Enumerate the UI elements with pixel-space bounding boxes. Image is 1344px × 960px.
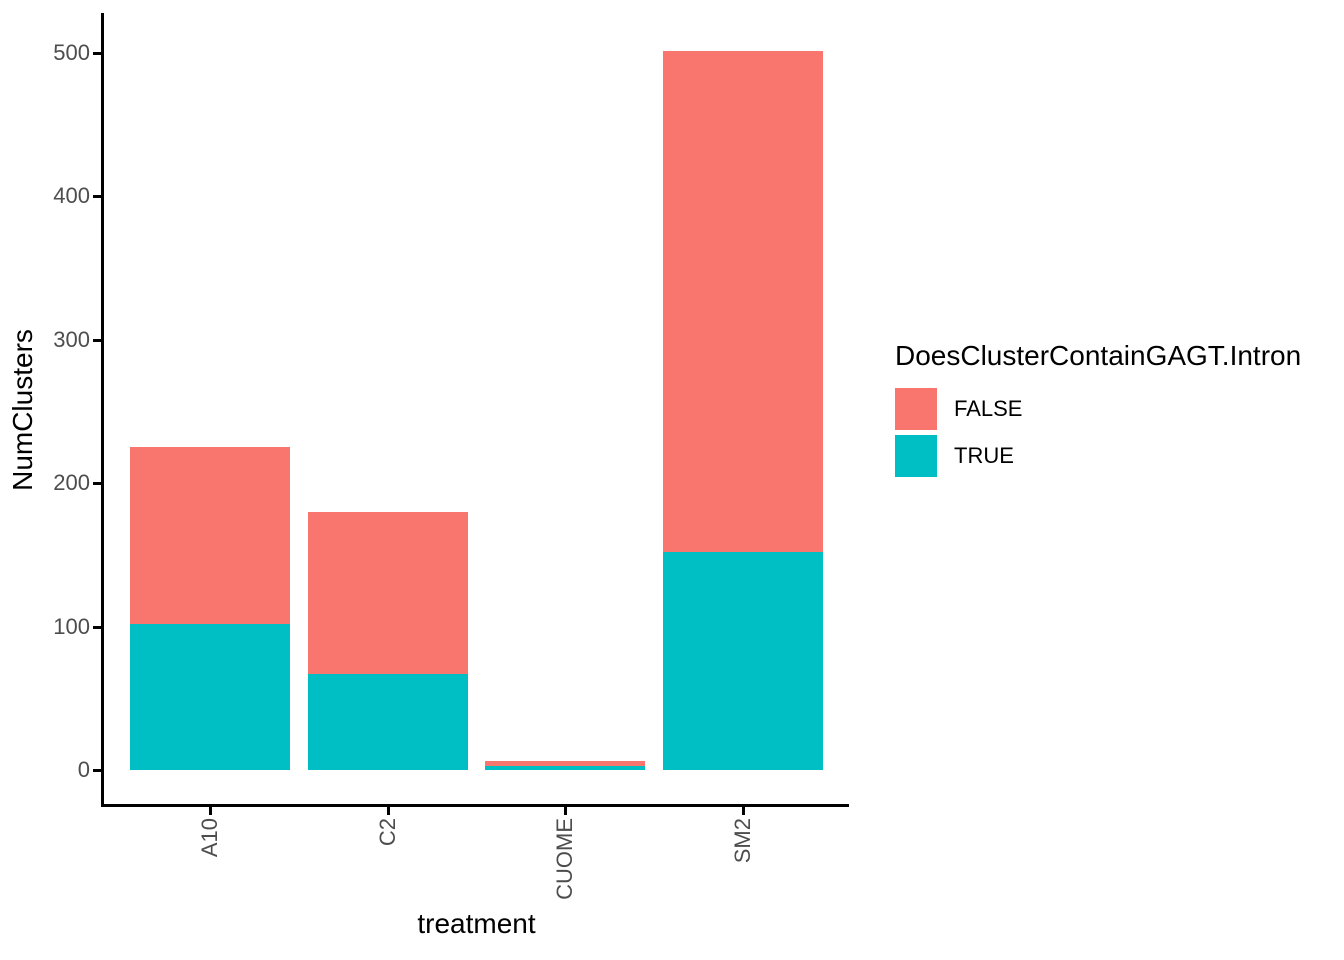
legend-label: TRUE	[954, 443, 1014, 468]
bar-segment-c2-false	[308, 512, 468, 674]
bar-segment-a10-true	[130, 624, 290, 770]
bar-segment-sm2-true	[663, 552, 823, 770]
x-tick	[387, 807, 390, 815]
y-tick-label: 500	[53, 40, 90, 65]
y-tick	[93, 769, 101, 772]
legend-items: FALSE TRUE	[895, 388, 1301, 477]
x-tick-label: A10	[197, 818, 222, 858]
x-axis-line	[101, 804, 849, 807]
y-tick	[93, 339, 101, 342]
y-tick-label: 100	[53, 614, 90, 639]
y-tick-label: 400	[53, 183, 90, 208]
legend-item-true: TRUE	[895, 435, 1301, 477]
legend-label: FALSE	[954, 396, 1023, 421]
y-tick-label: 200	[53, 470, 90, 495]
legend-item-false: FALSE	[895, 388, 1301, 430]
y-tick	[93, 626, 101, 629]
x-tick	[209, 807, 212, 815]
legend-title: DoesClusterContainGAGT.Intron	[895, 340, 1302, 371]
x-axis-title: treatment	[417, 908, 536, 939]
y-tick	[93, 52, 101, 55]
y-axis-title: NumClusters	[6, 13, 40, 807]
legend: DoesClusterContainGAGT.Intron FALSE TRUE	[895, 340, 1301, 477]
bar-segment-c2-true	[308, 674, 468, 770]
x-tick	[742, 807, 745, 815]
x-tick-label: CUOME	[552, 818, 577, 900]
y-axis-line	[101, 13, 104, 807]
y-tick-label: 300	[53, 327, 90, 352]
y-tick-label: 0	[77, 757, 90, 782]
bar-segment-sm2-false	[663, 51, 823, 552]
y-tick	[93, 195, 101, 198]
x-tick-label: SM2	[730, 818, 755, 864]
bar-segment-cuome-false	[485, 761, 645, 766]
legend-swatch-true	[895, 435, 937, 477]
legend-swatch-false	[895, 388, 937, 430]
x-tick-label: C2	[375, 818, 400, 847]
bar-segment-cuome-true	[485, 766, 645, 770]
x-tick	[564, 807, 567, 815]
bar-segment-a10-false	[130, 447, 290, 624]
y-tick	[93, 482, 101, 485]
